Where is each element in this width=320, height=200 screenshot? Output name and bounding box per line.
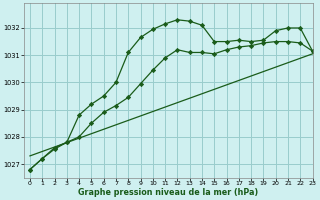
X-axis label: Graphe pression niveau de la mer (hPa): Graphe pression niveau de la mer (hPa)	[78, 188, 258, 197]
